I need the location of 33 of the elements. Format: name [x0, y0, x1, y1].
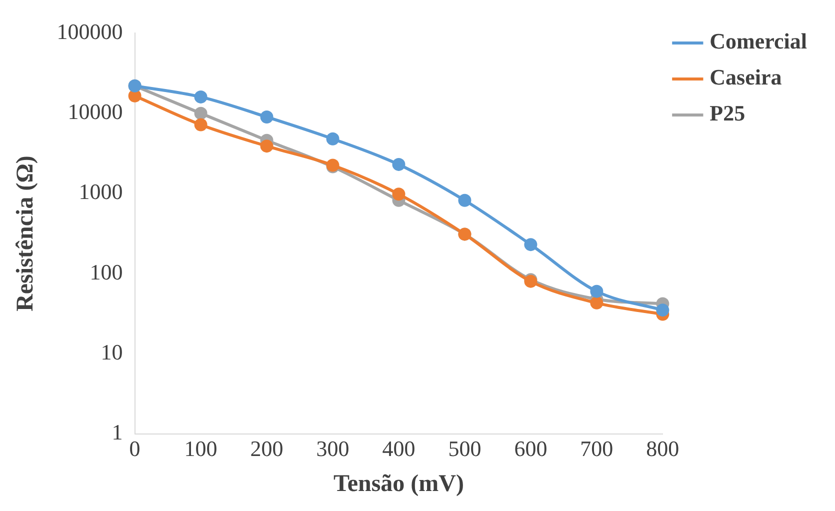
- y-tick-label: 1: [112, 420, 123, 445]
- point: [194, 90, 208, 104]
- point: [194, 118, 208, 132]
- y-axis-title: Resistência (Ω): [12, 156, 39, 312]
- point: [392, 158, 406, 171]
- x-tick-label: 200: [250, 436, 284, 461]
- y-tick-label: 10000: [68, 99, 123, 124]
- y-tick-label: 10: [100, 339, 123, 364]
- x-axis-title: Tensão (mV): [334, 470, 464, 497]
- x-tick-label: 300: [316, 436, 350, 461]
- point: [524, 238, 538, 252]
- x-tick-label: 500: [448, 436, 482, 461]
- point: [260, 140, 274, 153]
- point: [392, 188, 406, 201]
- legend-label: Caseira: [710, 64, 782, 90]
- point: [590, 284, 604, 298]
- legend-label: Comercial: [710, 28, 808, 54]
- point: [590, 296, 604, 310]
- point: [260, 110, 274, 124]
- point: [458, 194, 472, 207]
- point: [656, 304, 670, 317]
- x-tick-label: 400: [382, 436, 416, 461]
- legend-label: P25: [710, 100, 746, 126]
- x-tick-label: 600: [514, 436, 548, 461]
- x-tick-label: 700: [580, 436, 614, 461]
- y-tick-label: 100000: [56, 18, 123, 44]
- y-tick-label: 100: [90, 259, 123, 284]
- y-tick-label: 1000: [78, 179, 123, 204]
- point: [194, 106, 208, 120]
- x-tick-label: 0: [129, 436, 140, 461]
- point: [326, 132, 340, 146]
- x-tick-label: 800: [646, 436, 680, 461]
- x-tick-label: 100: [184, 436, 218, 461]
